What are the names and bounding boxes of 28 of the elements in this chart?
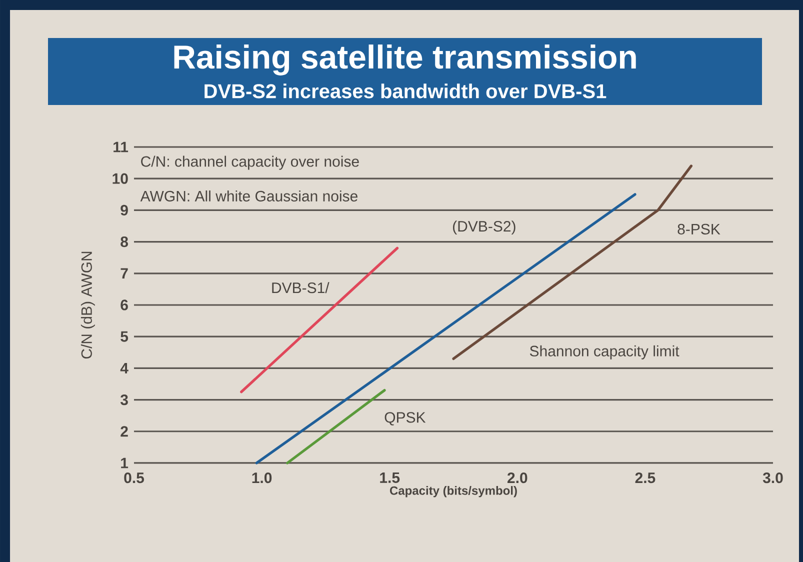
y-tick-label: 1 bbox=[121, 458, 128, 468]
x-tick-label: 2.0 bbox=[507, 472, 528, 484]
annotation: C/N: channel capacity over noise bbox=[141, 156, 359, 170]
x-tick-label: 2.5 bbox=[635, 472, 656, 484]
y-tick-label: 4 bbox=[120, 363, 128, 374]
annotation: 8-PSK bbox=[678, 224, 720, 234]
annotation: AWGN: All white Gaussian noise bbox=[140, 190, 358, 202]
y-tick-label: 8 bbox=[120, 236, 128, 248]
y-tick-label: 10 bbox=[112, 173, 128, 184]
chart-subtitle: DVB-S2 increases bandwidth over DVB-S1 bbox=[204, 84, 606, 98]
x-tick-label: 0.5 bbox=[124, 472, 144, 484]
series-label: DVB-S1/ bbox=[272, 282, 330, 294]
text: (DVB-S2) bbox=[453, 220, 516, 235]
x-axis-title: Capacity (bits/symbol) bbox=[390, 486, 517, 498]
y-tick-label: 6 bbox=[120, 300, 128, 310]
series-label: QPSK bbox=[384, 412, 426, 426]
y-tick-label: 11 bbox=[114, 142, 128, 152]
x-tick-label: 3.0 bbox=[762, 472, 783, 484]
y-tick-label: 9 bbox=[120, 204, 128, 216]
text: Shannon capacity limit bbox=[530, 345, 680, 360]
y-tick-label: 2 bbox=[120, 426, 128, 437]
y-tick-label: 7 bbox=[120, 268, 128, 279]
x-tick-label: 1.5 bbox=[380, 472, 400, 483]
chart-title: Raising satellite transmission bbox=[174, 44, 636, 76]
x-tick-label: 1.0 bbox=[252, 472, 272, 484]
y-axis-title: C/N (dB) AWGN bbox=[80, 252, 95, 359]
y-tick-label: 3 bbox=[120, 394, 128, 406]
y-tick-label: 5 bbox=[120, 331, 128, 342]
